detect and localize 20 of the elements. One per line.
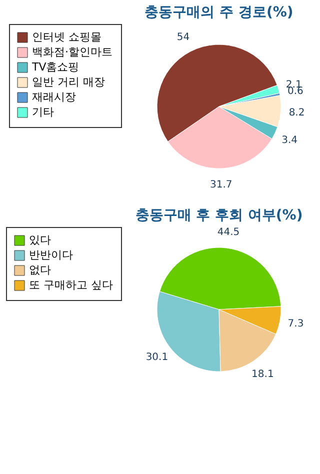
data-label: 7.3 [288,318,304,330]
legend-label: 또 구매하고 싶다 [29,278,113,292]
data-label: 3.4 [282,134,298,146]
legend-label: 일반 거리 매장 [32,76,105,88]
legend-label: 없다 [29,264,51,276]
legend-label: 인터넷 쇼핑몰 [32,30,102,44]
data-label: 8.2 [288,107,305,118]
legend-label: 기타 [32,106,54,118]
legend-label: 반반이다 [29,248,73,262]
chart-title: 충동구매의 주 경로(%) [144,4,294,20]
data-label: 18.1 [252,369,274,380]
data-label: 31.7 [210,179,232,190]
legend-label: TV홈쇼핑 [31,60,80,74]
data-label: 54 [176,32,190,44]
data-label: 44.5 [217,227,240,238]
legend-label: 백화점·할인마트 [32,46,112,58]
chart-title: 충동구매 후 후회 여부(%) [135,208,303,224]
legend-label: 있다 [29,234,51,246]
legend-label: 재래시장 [32,90,76,104]
data-label: 30.1 [146,352,168,363]
